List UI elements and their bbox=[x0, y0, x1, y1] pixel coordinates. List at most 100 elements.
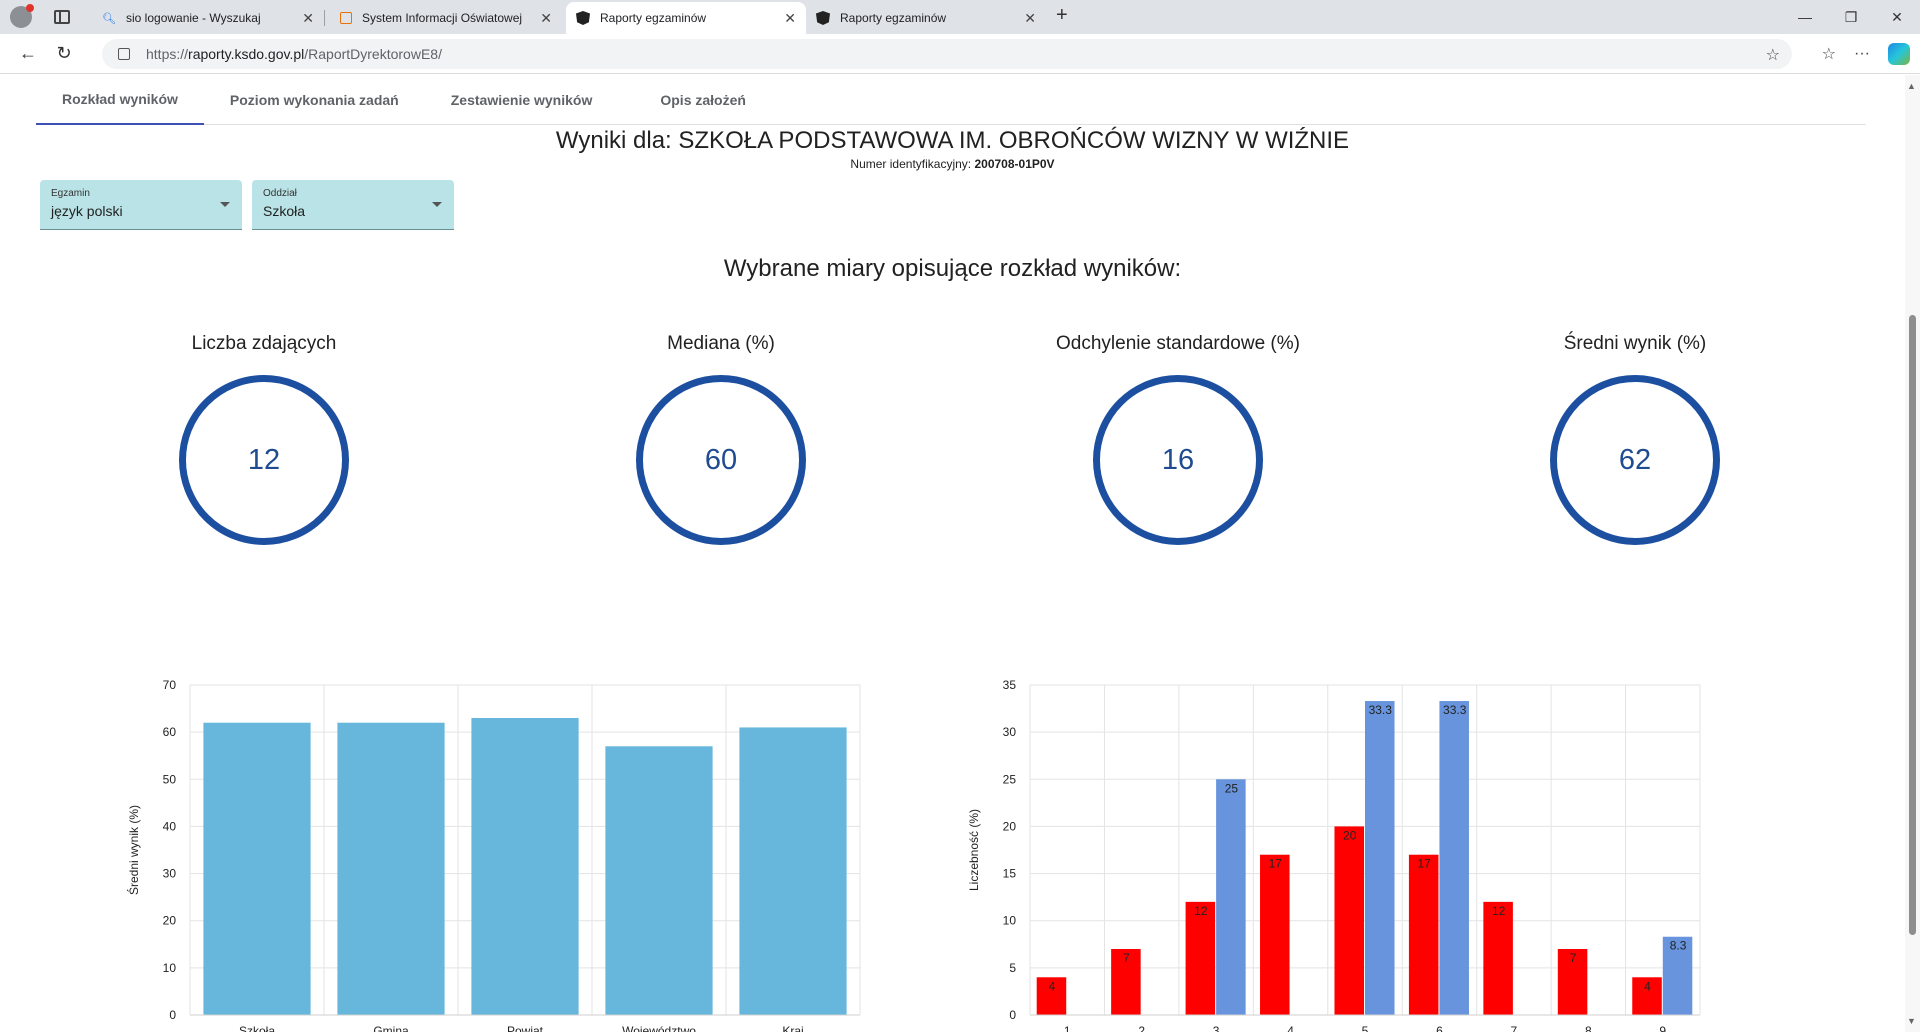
data-label: 12 bbox=[1194, 904, 1208, 918]
y-tick-label: 10 bbox=[1003, 914, 1017, 928]
close-icon[interactable]: ✕ bbox=[540, 9, 552, 26]
tab-opis-zalozen[interactable]: Opis założeń bbox=[660, 92, 746, 108]
measure-ring: 62 bbox=[1550, 375, 1720, 545]
tab-title: sio logowanie - Wyszukaj bbox=[126, 11, 261, 25]
y-tick-label: 30 bbox=[163, 867, 177, 881]
y-tick-label: 40 bbox=[163, 819, 177, 833]
bar-series1-4 bbox=[1260, 854, 1290, 1015]
favorite-star-icon[interactable]: ☆ bbox=[1765, 47, 1780, 64]
y-tick-label: 30 bbox=[1003, 725, 1017, 739]
bar-gmina bbox=[337, 722, 445, 1015]
address-bar: ← ↻ https://raporty.ksdo.gov.pl/RaportDy… bbox=[0, 34, 1920, 74]
copilot-icon[interactable] bbox=[1888, 43, 1910, 65]
bar-series1-6 bbox=[1408, 854, 1439, 1015]
new-tab-button[interactable]: + bbox=[1056, 4, 1068, 26]
y-tick-label: 50 bbox=[163, 772, 177, 786]
bar-series1-2 bbox=[1111, 949, 1141, 1015]
close-icon[interactable]: ✕ bbox=[302, 9, 314, 26]
close-icon[interactable]: ✕ bbox=[784, 9, 796, 26]
reload-icon[interactable]: ↻ bbox=[56, 43, 72, 63]
y-tick-label: 0 bbox=[169, 1008, 176, 1022]
measure-mediana: Mediana (%) 60 bbox=[551, 333, 891, 545]
y-tick-label: 5 bbox=[1009, 961, 1016, 975]
bar-województwo bbox=[605, 746, 713, 1015]
url-path: /RaportDyrektorowE8/ bbox=[304, 46, 442, 62]
back-arrow-icon[interactable]: ← bbox=[19, 43, 37, 63]
data-label: 33.3 bbox=[1369, 703, 1393, 717]
browser-tab-raporty-active[interactable]: Raporty egzaminów ✕ bbox=[566, 2, 806, 34]
scroll-thumb[interactable] bbox=[1909, 315, 1916, 935]
tab-zestawienie-wynikow[interactable]: Zestawienie wyników bbox=[450, 92, 593, 108]
book-icon bbox=[340, 12, 352, 24]
x-tick-label: Województwo bbox=[622, 1024, 696, 1032]
angular-icon bbox=[816, 11, 830, 25]
lock-icon[interactable] bbox=[118, 48, 130, 60]
page-scrollbar[interactable]: ▲ ▼ bbox=[1905, 75, 1920, 1032]
angular-icon bbox=[576, 11, 590, 25]
browser-tab-sio[interactable]: System Informacji Oświatowej ✕ bbox=[330, 2, 562, 34]
search-icon: 🔍︎ bbox=[102, 12, 116, 25]
data-label: 20 bbox=[1343, 828, 1357, 842]
tab-title: Raporty egzaminów bbox=[840, 11, 947, 25]
exam-select[interactable]: Egzamin język polski bbox=[40, 180, 242, 230]
profile-avatar-icon[interactable] bbox=[10, 4, 34, 28]
measure-value: 60 bbox=[704, 443, 738, 476]
tab-rozklad-wynikow[interactable]: Rozkład wyników bbox=[36, 75, 204, 125]
browser-tab-search[interactable]: 🔍︎ sio logowanie - Wyszukaj ✕ bbox=[92, 2, 325, 34]
measure-label: Liczba zdających bbox=[191, 333, 337, 354]
page-content: Rozkład wyników Poziom wykonania zadań Z… bbox=[0, 75, 1905, 1032]
bar-series1-7 bbox=[1483, 901, 1513, 1015]
favorites-icon[interactable]: ☆ bbox=[1821, 46, 1837, 63]
data-label: 33.3 bbox=[1443, 703, 1467, 717]
x-tick-label: 4 bbox=[1287, 1024, 1294, 1032]
data-label: 17 bbox=[1418, 857, 1432, 871]
url-input[interactable]: https://raporty.ksdo.gov.pl/RaportDyrekt… bbox=[102, 39, 1792, 69]
measure-sredni-wynik: Średni wynik (%) 62 bbox=[1465, 333, 1805, 545]
data-label: 8.3 bbox=[1670, 939, 1687, 953]
measure-odchylenie: Odchylenie standardowe (%) 16 bbox=[1008, 333, 1348, 545]
minimize-icon[interactable]: — bbox=[1798, 9, 1812, 25]
bar-powiat bbox=[471, 718, 579, 1015]
browser-tab-bar: 🔍︎ sio logowanie - Wyszukaj ✕ System Inf… bbox=[0, 0, 1920, 34]
url-scheme: https:// bbox=[146, 46, 189, 62]
chevron-down-icon bbox=[432, 202, 442, 207]
bar-series2-9 bbox=[1662, 936, 1693, 1015]
id-label: Numer identyfikacyjny: bbox=[850, 157, 972, 171]
branch-select[interactable]: Oddział Szkoła bbox=[252, 180, 454, 230]
bar-series1-8 bbox=[1557, 949, 1588, 1015]
bar-series2-6 bbox=[1439, 701, 1469, 1015]
more-options-icon[interactable]: ··· bbox=[1854, 45, 1870, 62]
tab-poziom-wykonania[interactable]: Poziom wykonania zadań bbox=[229, 92, 399, 108]
id-line: Numer identyfikacyjny: 200708-01P0V bbox=[0, 157, 1905, 171]
data-label: 12 bbox=[1492, 904, 1506, 918]
x-tick-label: 2 bbox=[1138, 1024, 1145, 1032]
scroll-down-icon[interactable]: ▼ bbox=[1907, 1016, 1916, 1026]
measure-label: Średni wynik (%) bbox=[1563, 333, 1707, 354]
measure-label: Mediana (%) bbox=[667, 333, 775, 354]
y-axis-label: Średni wynik (%) bbox=[126, 805, 141, 895]
branch-select-value: Szkoła bbox=[263, 203, 306, 219]
close-icon[interactable]: ✕ bbox=[1024, 9, 1036, 26]
browser-tab-raporty[interactable]: Raporty egzaminów ✕ bbox=[806, 2, 1046, 34]
window-close-icon[interactable]: ✕ bbox=[1891, 8, 1903, 25]
bar-series1-3 bbox=[1185, 901, 1216, 1015]
tab-actions-icon[interactable] bbox=[54, 10, 70, 24]
y-tick-label: 20 bbox=[163, 914, 177, 928]
data-label: 4 bbox=[1644, 979, 1651, 993]
measure-value: 12 bbox=[247, 443, 281, 476]
bar-series1-1 bbox=[1036, 977, 1067, 1015]
measure-label: Odchylenie standardowe (%) bbox=[1056, 333, 1300, 354]
scroll-up-icon[interactable]: ▲ bbox=[1907, 81, 1916, 91]
restore-icon[interactable]: ❐ bbox=[1844, 8, 1858, 25]
y-tick-label: 10 bbox=[163, 961, 177, 975]
y-axis-label: Liczebność (%) bbox=[967, 809, 981, 891]
tab-title: System Informacji Oświatowej bbox=[362, 11, 523, 25]
bar-series2-3 bbox=[1216, 779, 1246, 1015]
bar-szkoła bbox=[203, 722, 311, 1015]
data-label: 25 bbox=[1225, 781, 1239, 795]
data-label: 7 bbox=[1570, 951, 1577, 965]
tab-title: Raporty egzaminów bbox=[600, 11, 707, 25]
chevron-down-icon bbox=[220, 202, 230, 207]
y-tick-label: 25 bbox=[1003, 772, 1017, 786]
